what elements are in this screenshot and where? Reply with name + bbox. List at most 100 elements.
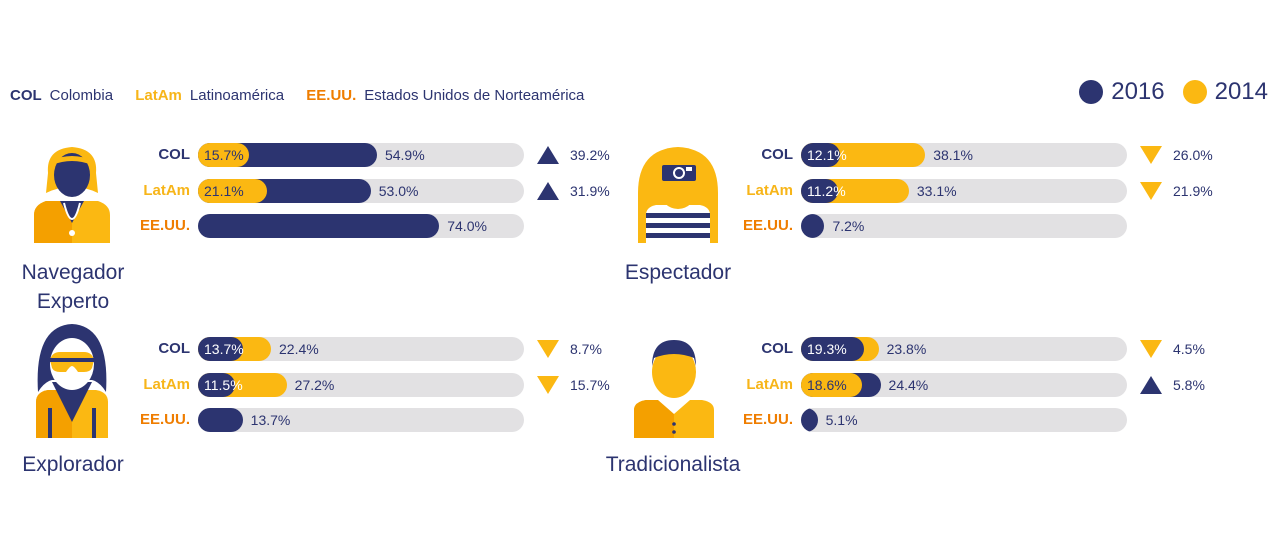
triangle-up-icon xyxy=(1140,375,1162,394)
region-label: COL xyxy=(761,340,793,357)
triangle-down-icon xyxy=(1140,181,1162,200)
bar-row: LatAm 21.1% 53.0% 31.9% xyxy=(120,178,640,203)
change-value: 31.9% xyxy=(570,182,610,199)
change-value: 15.7% xyxy=(570,376,610,393)
legend-item-eeuu: EE.UU. Estados Unidos de Norteamérica xyxy=(306,87,584,104)
spectator-icon xyxy=(638,147,718,243)
data-label-outside: 5.1% xyxy=(825,412,858,428)
change-indicator: 4.5% xyxy=(1139,337,1205,361)
region-label: COL xyxy=(158,146,190,163)
region-legend: COL Colombia LatAm Latinoamérica EE.UU. Est… xyxy=(10,87,602,104)
legend-code: COL xyxy=(10,87,42,104)
bar-track: 21.1% 53.0% xyxy=(198,178,524,203)
bar-2014 xyxy=(198,143,250,167)
legend-year-label: 2014 xyxy=(1214,78,1268,105)
change-value: 26.0% xyxy=(1173,147,1213,163)
legend-year-2016: 2016 xyxy=(1079,78,1165,106)
region-label: EE.UU. xyxy=(139,411,190,428)
bar-track: 12.1% 38.1% xyxy=(801,143,1127,167)
bar-row: LatAm 11.2% 33.1% 21.9% xyxy=(723,178,1243,203)
explorer-icon xyxy=(36,324,108,438)
bar-2016 xyxy=(198,408,243,432)
legend-dot-2014 xyxy=(1182,80,1207,104)
persona-name-navegador: Navegador Experto xyxy=(21,261,125,313)
change-indicator: 31.9% xyxy=(536,179,610,203)
data-label-outside: 22.4% xyxy=(279,341,319,357)
bar-track: 13.7% xyxy=(198,408,524,432)
triangle-up-icon xyxy=(537,181,559,200)
data-label-outside: 7.2% xyxy=(832,218,865,234)
triangle-up-icon xyxy=(537,146,559,164)
region-label: LatAm xyxy=(143,375,190,393)
bar-2016 xyxy=(801,143,841,167)
bar-track: 15.7% 54.9% xyxy=(198,143,524,167)
data-label-inside: 11.5% xyxy=(204,376,243,393)
data-label-outside: 23.8% xyxy=(886,341,927,357)
data-label-outside: 33.1% xyxy=(916,182,957,199)
bar-row: EE.UU. 5.1% xyxy=(723,408,1243,432)
region-label: EE.UU. xyxy=(742,217,793,234)
data-label-inside: 18.6% xyxy=(807,376,847,393)
data-label-inside: 11.2% xyxy=(807,182,846,199)
data-label-outside: 13.7% xyxy=(250,412,291,428)
bar-2016 xyxy=(198,372,236,397)
legend-dot-2016 xyxy=(1079,80,1104,104)
legend-name: Estados Unidos de Norteamérica xyxy=(364,87,585,104)
bar-2014 xyxy=(198,178,267,203)
bar-2016 xyxy=(801,214,825,238)
data-label-outside: 38.1% xyxy=(933,147,973,163)
data-label-inside: 19.3% xyxy=(807,341,847,357)
region-label: EE.UU. xyxy=(139,217,190,234)
bar-row: COL 15.7% 54.9% 39.2% xyxy=(120,143,640,167)
bar-track: 7.2% xyxy=(801,214,1127,238)
data-label-inside: 12.1% xyxy=(807,147,847,163)
legend-item-latam: LatAm Latinoamérica xyxy=(135,87,288,104)
data-label-outside: 24.4% xyxy=(888,376,929,393)
change-value: 39.2% xyxy=(570,147,610,163)
legend-code: EE.UU. xyxy=(306,87,357,104)
bar-track: 74.0% xyxy=(198,214,524,238)
data-label-inside: 13.7% xyxy=(204,341,244,357)
bar-row: EE.UU. 13.7% xyxy=(120,408,640,432)
persona-name-explorador: Explorador xyxy=(22,453,124,476)
bar-track: 18.6% 24.4% xyxy=(801,372,1127,397)
triangle-down-icon xyxy=(537,340,559,358)
data-label-outside: 27.2% xyxy=(294,376,335,393)
bar-row: COL 12.1% 38.1% 26.0% xyxy=(723,143,1243,167)
bar-2016 xyxy=(801,178,838,203)
change-value: 8.7% xyxy=(570,341,602,357)
data-label-outside: 54.9% xyxy=(384,147,425,163)
data-label-outside: 74.0% xyxy=(447,218,487,234)
year-legend: 2016 2014 xyxy=(1061,78,1268,106)
change-value: 21.9% xyxy=(1173,182,1213,199)
expert-navigator-icon xyxy=(34,147,110,243)
triangle-down-icon xyxy=(537,375,559,394)
change-indicator: 21.9% xyxy=(1139,179,1213,203)
legend-code: LatAm xyxy=(135,87,182,104)
bar-row: EE.UU. 7.2% xyxy=(723,214,1243,238)
legend-item-col: COL Colombia xyxy=(10,87,117,104)
legend-year-2014: 2014 xyxy=(1182,78,1268,106)
change-value: 4.5% xyxy=(1173,341,1205,357)
region-label: LatAm xyxy=(746,181,793,199)
region-label: COL xyxy=(158,340,190,357)
region-label: LatAm xyxy=(746,375,793,393)
bar-track: 13.7% 22.4% xyxy=(198,337,524,361)
legend-name: Latinoamérica xyxy=(189,87,285,104)
legend-name: Colombia xyxy=(49,87,114,104)
bar-track: 5.1% xyxy=(801,408,1127,432)
change-value: 5.8% xyxy=(1173,376,1205,393)
bar-row: COL 19.3% 23.8% 4.5% xyxy=(723,337,1243,361)
change-indicator: 39.2% xyxy=(536,143,610,167)
bar-2016 xyxy=(198,214,440,238)
change-indicator: 15.7% xyxy=(536,373,610,397)
data-label-outside: 53.0% xyxy=(378,182,419,199)
legend-year-label: 2016 xyxy=(1111,78,1165,105)
change-indicator: 8.7% xyxy=(536,337,602,361)
bar-2016 xyxy=(801,337,864,361)
bar-2016 xyxy=(198,337,243,361)
bar-2014 xyxy=(801,372,862,397)
bar-track: 19.3% 23.8% xyxy=(801,337,1127,361)
region-label: COL xyxy=(761,146,793,163)
change-indicator: 5.8% xyxy=(1139,373,1205,397)
